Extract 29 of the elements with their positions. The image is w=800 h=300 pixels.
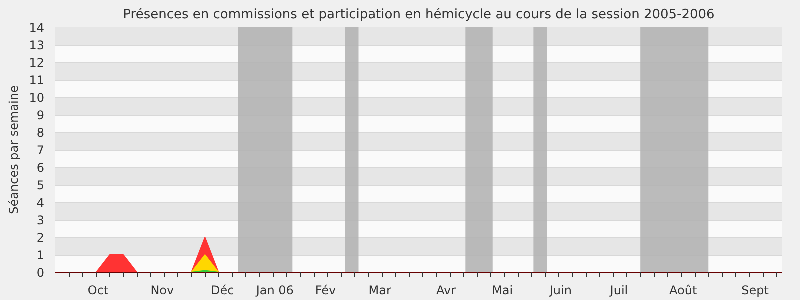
y-axis-title: Séances par semaine xyxy=(7,86,22,214)
y-tick-label: 5 xyxy=(36,178,45,192)
x-tick-label: Mar xyxy=(368,284,392,298)
x-tick-label: Oct xyxy=(88,284,109,298)
x-tick-label: Juin xyxy=(548,284,572,298)
y-tick-label: 4 xyxy=(36,196,45,210)
y-tick-label: 1 xyxy=(36,248,45,262)
chart-title: Présences en commissions et participation en hémicycle au cours de la session 2005-2006 xyxy=(123,8,715,22)
y-tick-label: 2 xyxy=(36,231,45,245)
y-tick-label: 0 xyxy=(36,266,45,280)
y-tick-label: 7 xyxy=(36,144,45,158)
x-tick-label: Jan 06 xyxy=(255,284,294,298)
x-tick-label: Fév xyxy=(315,284,336,298)
x-tick-label: Déc xyxy=(211,284,234,298)
y-tick-label: 14 xyxy=(29,21,45,35)
y-tick-label: 6 xyxy=(36,161,45,175)
x-tick-label: Mai xyxy=(492,284,514,298)
x-tick-label: Juil xyxy=(609,284,628,298)
x-tick-label: Sept xyxy=(742,284,770,298)
x-tick-label: Août xyxy=(670,284,698,298)
y-tick-label: 3 xyxy=(36,214,45,228)
y-tick-label: 10 xyxy=(29,91,45,105)
y-tick-label: 11 xyxy=(29,74,45,88)
x-tick-label: Nov xyxy=(150,284,174,298)
y-tick-label: 13 xyxy=(29,38,45,52)
y-tick-label: 8 xyxy=(36,126,45,140)
y-tick-label: 12 xyxy=(29,56,45,70)
x-tick-label: Avr xyxy=(436,284,456,298)
y-tick-label: 9 xyxy=(36,108,45,122)
